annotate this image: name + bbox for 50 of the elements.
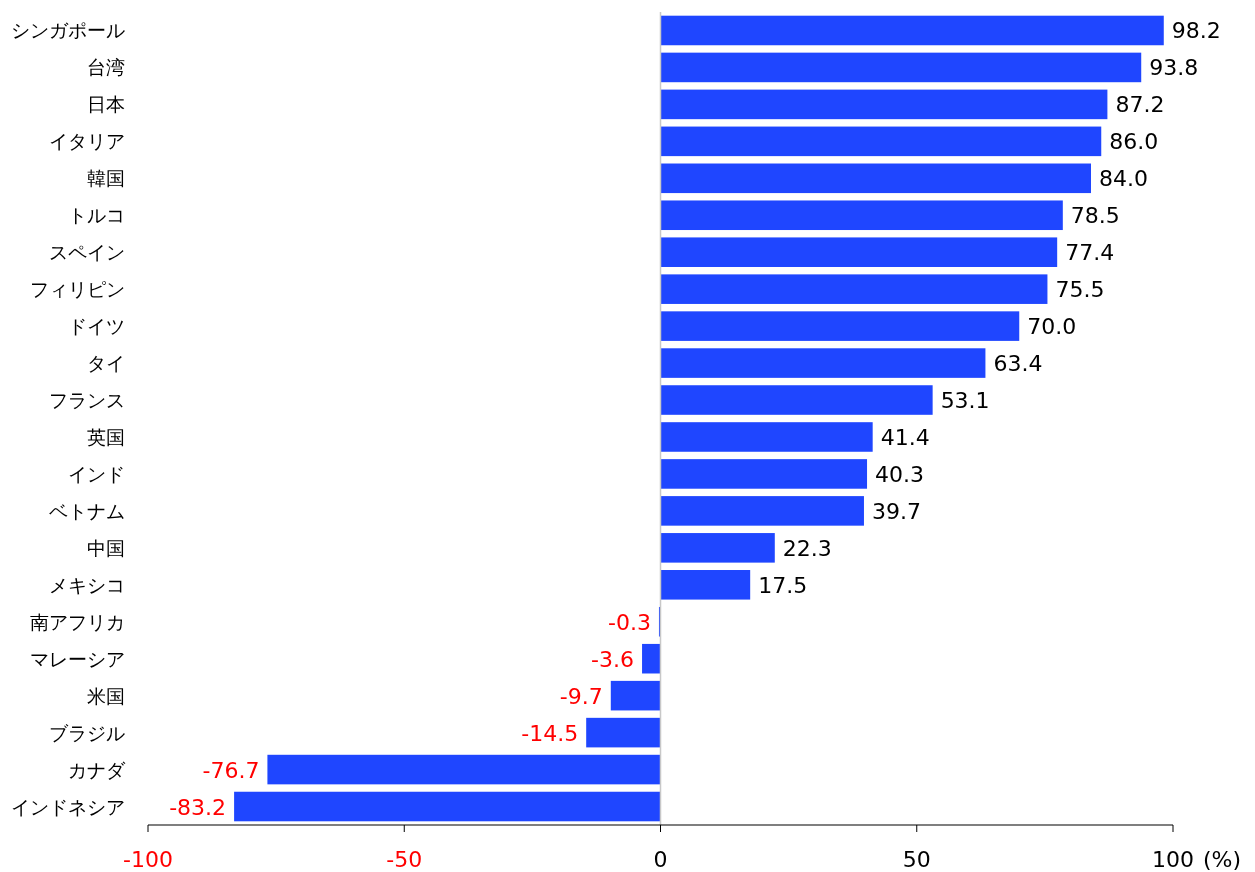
x-axis-title: (%) — [1202, 847, 1242, 872]
x-tick-label: 100 — [1152, 847, 1194, 872]
x-tick-label: -100 — [123, 847, 173, 872]
y-tick-label: タイ — [87, 352, 125, 375]
data-label: 98.2 — [1171, 18, 1221, 44]
data-label: 41.4 — [880, 424, 930, 450]
data-label: 53.1 — [940, 388, 990, 414]
x-tick-label: -50 — [386, 847, 423, 872]
y-tick-label: 日本 — [87, 93, 125, 116]
y-tick-label: フィリピン — [30, 278, 125, 301]
y-tick-label: メキシコ — [49, 573, 125, 596]
data-label: 77.4 — [1065, 240, 1115, 266]
data-label: 17.5 — [758, 572, 808, 598]
y-tick-label: スペイン — [49, 241, 125, 264]
data-label: -14.5 — [521, 720, 579, 746]
data-label: 78.5 — [1070, 203, 1120, 229]
y-tick-label: 中国 — [87, 536, 125, 559]
data-label: -83.2 — [169, 794, 227, 820]
data-label: 40.3 — [875, 461, 925, 487]
data-label: 63.4 — [993, 351, 1043, 377]
y-tick-label: ドイツ — [68, 315, 125, 338]
y-tick-label: フランス — [49, 389, 125, 412]
y-tick-label: マレーシア — [30, 647, 125, 670]
data-label: 39.7 — [871, 498, 921, 524]
y-tick-label: インド — [68, 462, 125, 485]
data-label: 84.0 — [1099, 166, 1148, 192]
data-label: 93.8 — [1149, 55, 1199, 81]
data-label: -0.3 — [608, 609, 651, 635]
data-label: -9.7 — [559, 683, 603, 709]
y-tick-label: 南アフリカ — [30, 610, 125, 633]
y-tick-label: トルコ — [68, 204, 125, 227]
y-tick-label: 台湾 — [87, 56, 125, 79]
data-label: 87.2 — [1115, 92, 1165, 118]
y-tick-label: 韓国 — [87, 167, 125, 190]
data-label: 22.3 — [782, 535, 832, 561]
y-tick-label: ベトナム — [49, 499, 125, 522]
y-tick-label: ブラジル — [49, 721, 125, 744]
y-tick-label: カナダ — [68, 758, 126, 781]
data-label: 70.0 — [1027, 314, 1077, 340]
data-label: 75.5 — [1055, 277, 1105, 303]
y-tick-label: インドネシア — [11, 795, 125, 818]
y-tick-label: イタリア — [49, 130, 125, 153]
data-label: 86.0 — [1109, 129, 1159, 155]
x-tick-label: 0 — [653, 847, 668, 872]
data-label: -3.6 — [591, 646, 635, 672]
y-tick-label: 英国 — [87, 425, 125, 448]
data-label: -76.7 — [202, 757, 260, 783]
x-tick-label: 50 — [902, 847, 931, 872]
y-tick-label: シンガポール — [11, 19, 125, 42]
y-tick-label: 米国 — [87, 684, 125, 707]
